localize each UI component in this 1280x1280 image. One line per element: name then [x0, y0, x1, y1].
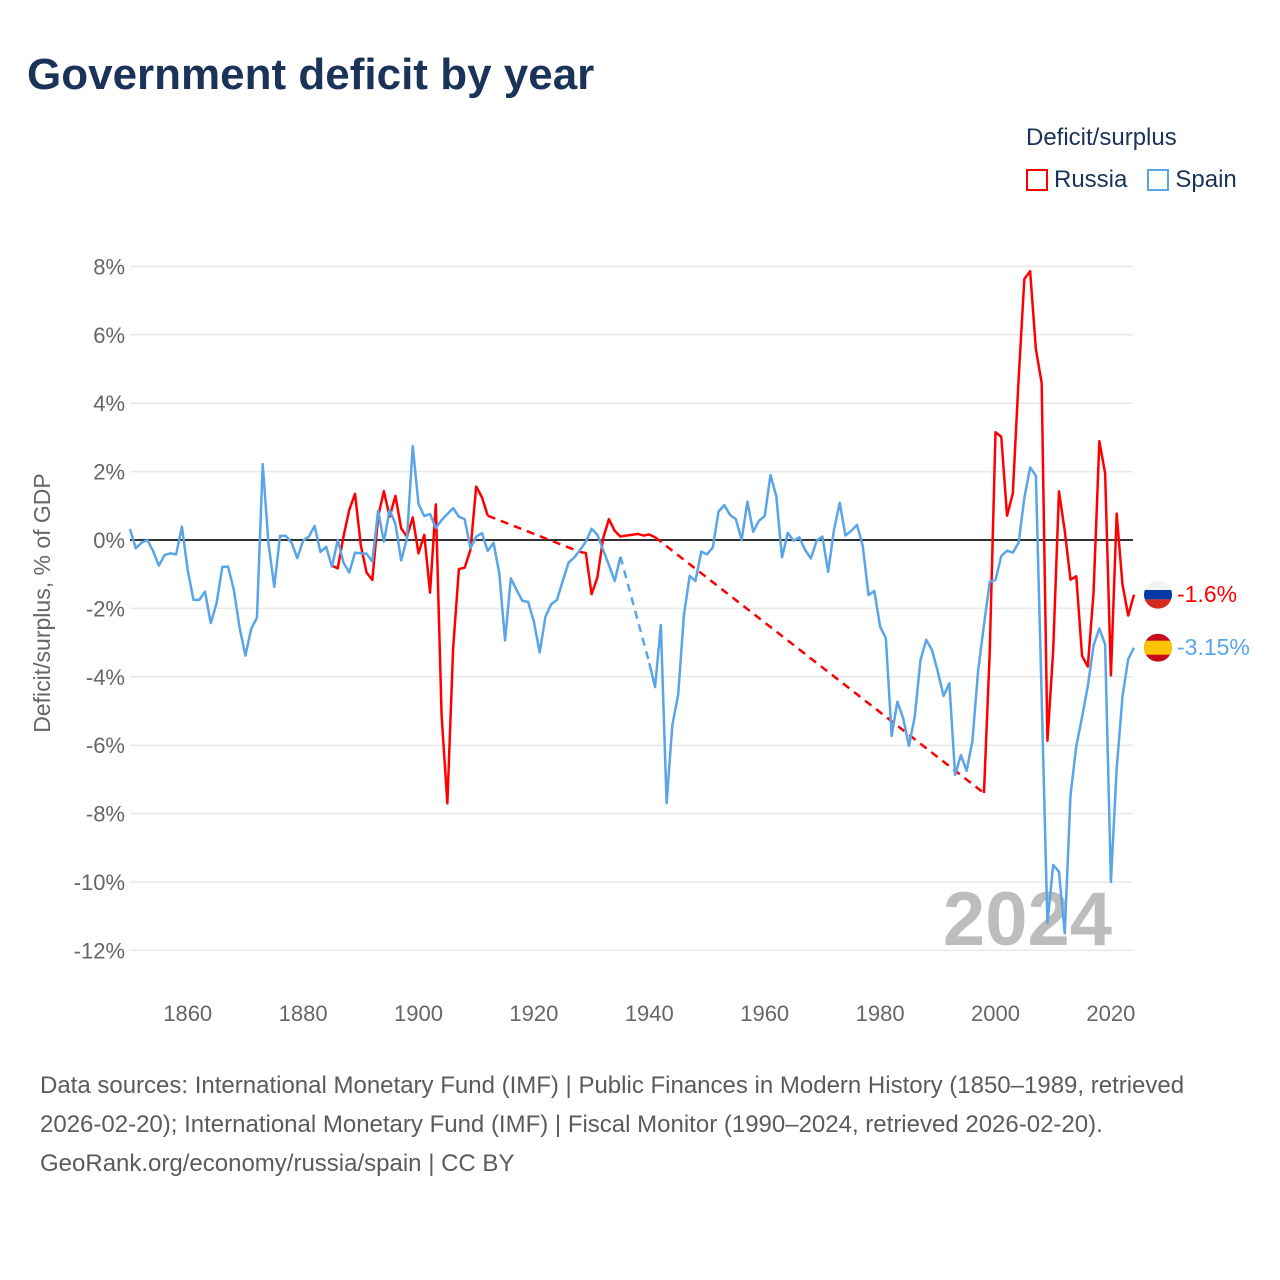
- credit-link[interactable]: GeoRank.org/economy/russia/spain | CC BY: [40, 1150, 515, 1177]
- spain-line-segment: [648, 466, 1136, 935]
- x-tick-label: 1920: [509, 1001, 558, 1026]
- spain-gap-line: [619, 556, 651, 664]
- spain-flag-icon: [1144, 633, 1172, 662]
- x-tick-label: 1860: [163, 1001, 212, 1026]
- x-tick-label: 2020: [1086, 1001, 1135, 1026]
- spain-line-segment: [128, 444, 622, 657]
- y-axis-ticks: 8% 6% 4% 2% 0% -2% -4% -6% -8% -10% -12%: [74, 254, 125, 963]
- gridlines: [130, 265, 1133, 952]
- x-tick-label: 2000: [971, 1001, 1020, 1026]
- legend-label: Spain: [1175, 166, 1237, 193]
- y-tick-label: 4%: [93, 391, 125, 416]
- y-tick-label: 6%: [93, 323, 125, 348]
- series-lines: [128, 269, 1136, 935]
- y-tick-label: -12%: [74, 938, 125, 963]
- y-tick-label: -6%: [86, 733, 125, 758]
- y-tick-label: 2%: [93, 460, 125, 485]
- y-tick-label: -2%: [86, 596, 125, 621]
- x-tick-label: 1940: [625, 1001, 674, 1026]
- footer: Data sources: International Monetary Fun…: [40, 1066, 1240, 1183]
- y-axis-label: Deficit/surplus, % of GDP: [29, 473, 55, 732]
- legend-label: Russia: [1054, 166, 1128, 193]
- year-watermark: 2024: [943, 877, 1112, 962]
- y-tick-label: -8%: [86, 802, 125, 827]
- y-tick-label: -4%: [86, 665, 125, 690]
- x-tick-label: 1900: [394, 1001, 443, 1026]
- y-tick-label: 8%: [93, 254, 125, 279]
- data-sources: Data sources: International Monetary Fun…: [40, 1072, 1185, 1138]
- x-axis-ticks: 1860 1880 1900 1920 1940 1960 1980 2000 2020: [163, 1001, 1135, 1026]
- legend-item-spain[interactable]: Spain: [1147, 166, 1237, 194]
- russia-end-label: -1.6%: [1177, 581, 1237, 607]
- x-tick-label: 1880: [279, 1001, 328, 1026]
- legend-item-russia[interactable]: Russia: [1026, 166, 1127, 194]
- russia-flag-icon: [1144, 580, 1172, 609]
- legend-swatch-spain: [1147, 169, 1170, 191]
- y-tick-label: -10%: [74, 870, 125, 895]
- x-tick-label: 1980: [856, 1001, 905, 1026]
- russia-gap-line: [654, 536, 985, 795]
- russia-gap-line: [487, 514, 581, 554]
- legend-swatch-russia: [1026, 169, 1048, 191]
- legend-title: Deficit/surplus: [1026, 124, 1177, 151]
- russia-line-segment: [579, 517, 656, 596]
- legend: Russia Spain: [1026, 166, 1237, 194]
- russia-line-segment: [982, 269, 1136, 794]
- chart-title: Government deficit by year: [27, 50, 595, 99]
- russia-line-segment: [331, 485, 489, 805]
- x-tick-label: 1960: [740, 1001, 789, 1026]
- y-tick-label: 0%: [93, 528, 125, 553]
- spain-end-label: -3.15%: [1177, 634, 1250, 660]
